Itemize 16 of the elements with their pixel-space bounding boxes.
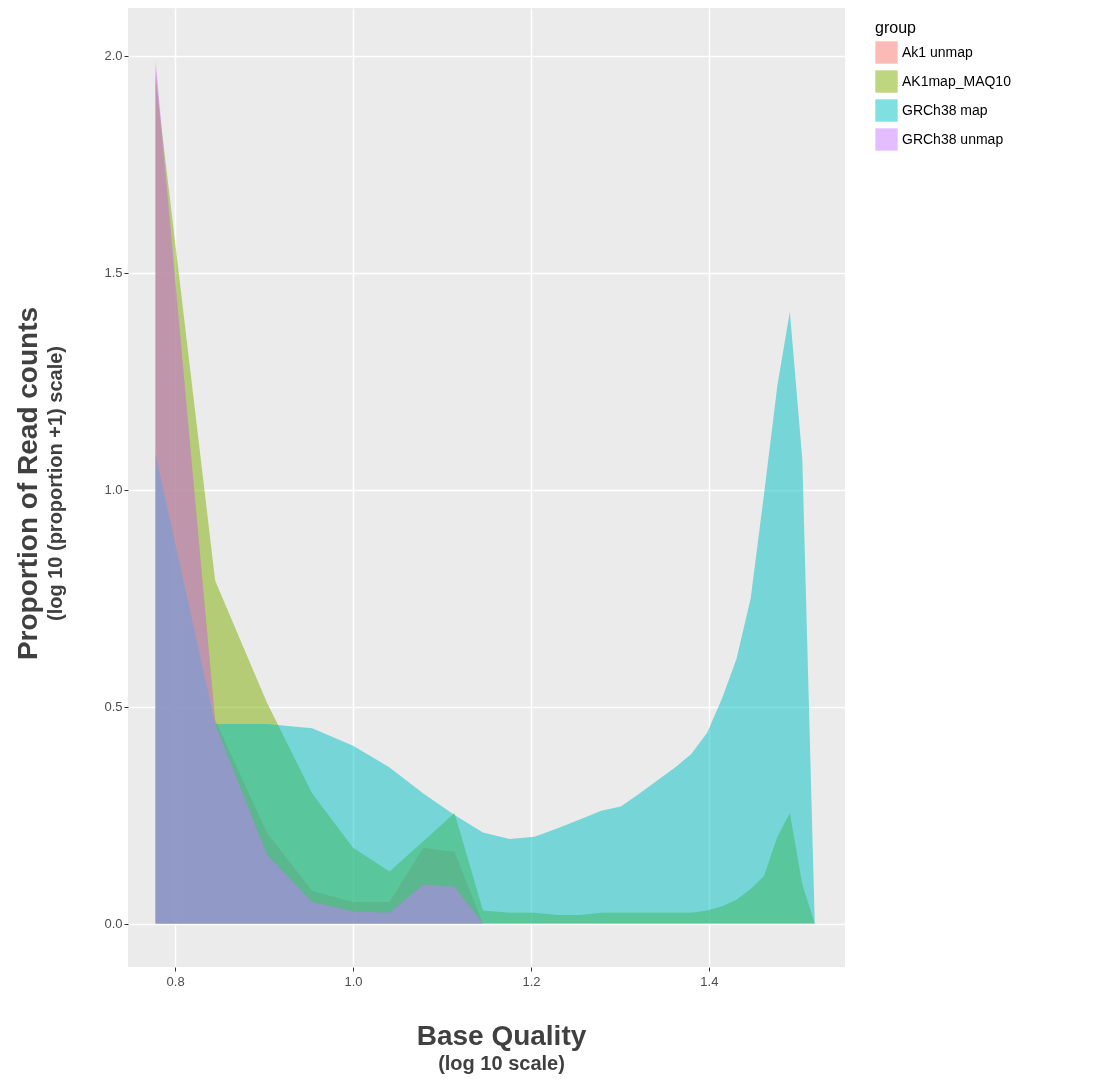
legend-label: Ak1 unmap — [902, 43, 974, 60]
y-tick-label: 1.0 — [104, 482, 123, 498]
y-tick-label: 1.5 — [104, 265, 123, 281]
legend-label: GRCh38 map — [902, 101, 988, 118]
x-tick-label: 0.8 — [166, 973, 185, 989]
legend-label: AK1map_MAQ10 — [902, 72, 1012, 89]
legend-label: GRCh38 unmap — [902, 130, 1004, 147]
legend-title: group — [875, 19, 917, 36]
y-tick-label: 0.5 — [104, 699, 123, 715]
x-tick-label: 1.2 — [522, 973, 541, 989]
y-axis-title: Proportion of Read counts (log 10 (proportion +1) scale) — [12, 306, 68, 661]
x-axis-title: Base Quality (log 10 scale) — [415, 1020, 588, 1075]
y-tick-label: 0.0 — [104, 916, 123, 932]
x-tick-label: 1.4 — [700, 973, 719, 989]
x-tick-label: 1.0 — [344, 973, 363, 989]
y-tick-label: 2.0 — [104, 48, 123, 64]
